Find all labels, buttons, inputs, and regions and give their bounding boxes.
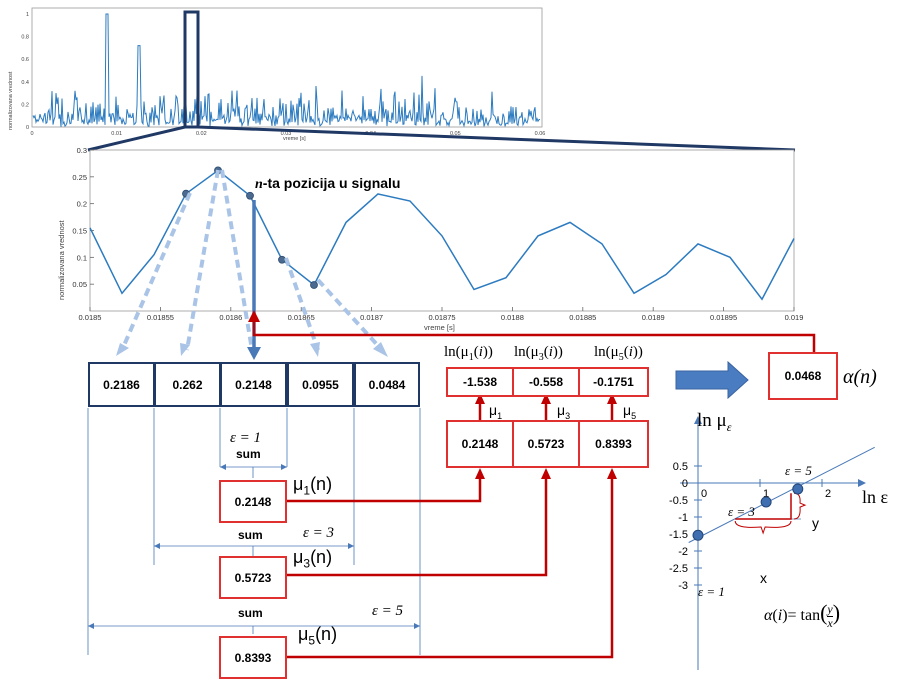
overview-ytick: 0.6 — [21, 57, 29, 63]
zoom-xtick: 0.0189 — [642, 313, 665, 322]
overview-xtick: 0.03 — [281, 131, 292, 137]
overview-ytick: 0 — [26, 125, 29, 131]
loglog-ytick: 0 — [682, 478, 688, 490]
sum-box-1: 0.2148 — [219, 480, 287, 523]
overview-xtick: 0.06 — [535, 131, 546, 137]
ln-header-1: ln(μ1(i)) — [444, 344, 493, 363]
loglog-ytick: -2 — [678, 546, 688, 558]
zoom-xtick: 0.01875 — [428, 313, 455, 322]
result-arrow — [675, 360, 749, 400]
mu3-label: μ3 — [557, 402, 571, 421]
zoom-xlabel: vreme [s] — [424, 323, 455, 332]
zoom-xtick: 0.01895 — [710, 313, 737, 322]
eps-label-1: ε = 1 — [230, 430, 262, 446]
selected-sample-point — [310, 281, 318, 289]
sample-box: 0.2186 — [88, 362, 155, 407]
loglog-plot: 0.5 0 -0.5 -1 -1.5 -2 -2.5 -3 0 1 2 — [669, 416, 875, 670]
loglog-point — [792, 483, 804, 495]
point-label-eps5: ε = 5 — [785, 463, 812, 478]
zoom-window-marker — [183, 10, 200, 129]
mu1-n-label: μ1(n) — [293, 474, 333, 498]
overview-xtick: 0.02 — [196, 131, 207, 137]
mu-value-3: 0.5723 — [512, 420, 580, 468]
loglog-ytick: -2.5 — [669, 563, 688, 575]
zoom-ytick: 0.05 — [72, 280, 87, 289]
ln-header-3: ln(μ3(i)) — [514, 344, 563, 363]
point-label-eps3: ε = 3 — [728, 504, 755, 519]
zoom-xtick: 0.01885 — [569, 313, 596, 322]
zoom-chart-title: n-ta pozicija u signalu — [255, 175, 400, 192]
loglog-point — [692, 529, 704, 541]
zoom-xtick: 0.0185 — [79, 313, 102, 322]
loglog-x-label: x — [760, 570, 767, 586]
overview-ytick: 0.8 — [21, 35, 29, 41]
sample-box: 0.262 — [154, 362, 221, 407]
loglog-xtick: 2 — [825, 488, 831, 500]
loglog-xtick: 0 — [701, 488, 707, 500]
zoom-xtick: 0.0186 — [219, 313, 242, 322]
selected-sample-point — [278, 255, 286, 264]
overview-xtick: 0.01 — [111, 131, 122, 137]
loglog-ytick: -1 — [678, 512, 688, 524]
sum-label-5: sum — [238, 606, 263, 620]
mu3-n-label: μ3(n) — [293, 547, 333, 571]
loglog-y-label: y — [812, 515, 819, 531]
eps-label-5: ε = 5 — [372, 603, 404, 619]
zoom-ytick: 0.2 — [77, 200, 87, 209]
mu5-n-label: μ5(n) — [298, 624, 338, 648]
overview-ytick: 0.2 — [21, 102, 29, 108]
sum-label-3: sum — [238, 528, 263, 542]
zoom-xtick: 0.01855 — [147, 313, 174, 322]
loglog-ylabel: ln με — [697, 410, 732, 434]
alpha-value-box: 0.0468 — [768, 352, 838, 400]
overview-xtick: 0.05 — [450, 131, 461, 137]
ln-value-3: -0.558 — [512, 367, 580, 397]
mu5-label: μ5 — [623, 402, 637, 421]
loglog-ytick: -0.5 — [669, 495, 688, 507]
sample-box: 0.0484 — [354, 362, 420, 407]
point-label-eps1: ε = 1 — [698, 584, 725, 599]
overview-xlabel: vreme [s] — [283, 136, 306, 142]
loglog-ytick: -1.5 — [669, 529, 688, 541]
sum-box-3: 0.5723 — [219, 556, 287, 599]
zoom-xtick: 0.0188 — [501, 313, 524, 322]
alpha-label: α(n) — [843, 366, 877, 388]
zoom-ytick: 0.1 — [77, 253, 87, 262]
zoom-xtick: 0.019 — [785, 313, 804, 322]
zoom-chart-frame — [89, 149, 795, 312]
sample-box: 0.2148 — [220, 362, 287, 407]
loglog-ytick: 0.5 — [673, 461, 688, 473]
sample-box: 0.0955 — [287, 362, 354, 407]
mu1-label: μ1 — [489, 402, 503, 421]
zoom-ytick: 0.15 — [72, 227, 87, 236]
ln-header-5: ln(μ5(i)) — [594, 344, 643, 363]
selected-sample-point — [246, 191, 254, 200]
zoom-ytick: 0.25 — [72, 173, 87, 182]
mu-value-5: 0.8393 — [578, 420, 649, 468]
overview-signal-line — [32, 13, 541, 128]
loglog-ytick: -3 — [678, 580, 688, 592]
overview-ytick: 1 — [26, 12, 29, 18]
overview-ylabel: normalizovana vrednost — [8, 71, 14, 130]
eps-label-3: ε = 3 — [303, 525, 335, 541]
ln-value-1: -1.538 — [446, 367, 514, 397]
zoom-signal-line — [89, 169, 795, 301]
zoom-ytick: 0.3 — [77, 146, 87, 155]
loglog-xlabel: ln ε — [862, 487, 889, 507]
fit-line — [688, 446, 875, 543]
loglog-xtick: 1 — [763, 488, 769, 500]
overview-xtick: 0 — [30, 131, 33, 137]
zoom-ylabel: normalizovana vrednost — [57, 219, 66, 300]
loglog-point — [760, 496, 772, 508]
sum-label-1: sum — [236, 447, 261, 461]
zoom-xtick: 0.0187 — [360, 313, 383, 322]
mu-value-1: 0.2148 — [446, 420, 514, 468]
alpha-formula: α(i)= tan(y x) — [764, 600, 841, 630]
ln-value-5: -0.1751 — [578, 367, 649, 397]
zoom-xtick: 0.01865 — [288, 313, 315, 322]
overview-ytick: 0.4 — [21, 80, 29, 86]
